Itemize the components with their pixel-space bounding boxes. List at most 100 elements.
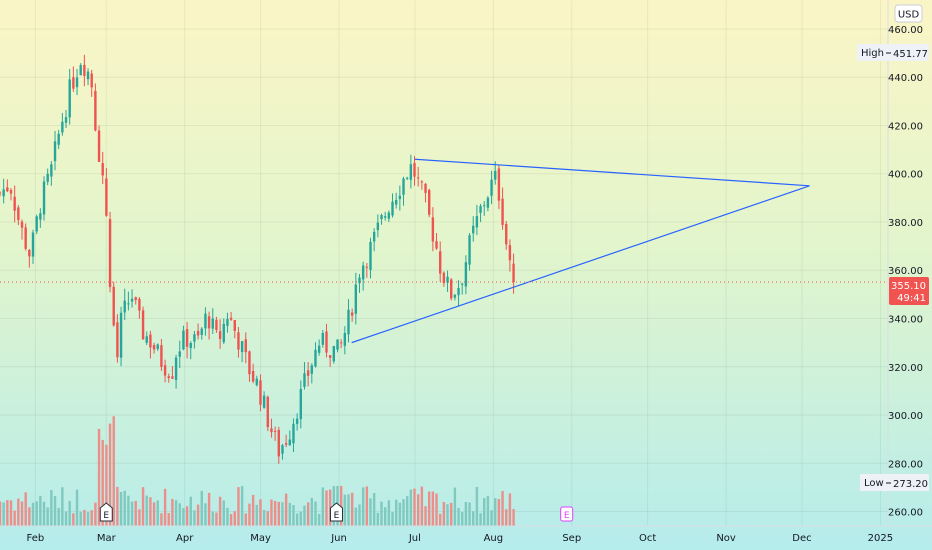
volume-bar (266, 511, 269, 526)
candle-body (79, 65, 82, 76)
volume-bar (339, 486, 343, 526)
candle-body (42, 181, 46, 215)
price-tick-label: 400.00 (888, 170, 923, 181)
volume-bar (497, 498, 501, 526)
candle-body (457, 288, 460, 296)
earnings-marker[interactable]: E (329, 502, 343, 522)
candle-body (446, 276, 449, 283)
candle-body (101, 163, 104, 176)
candle-body (251, 370, 255, 382)
volume-bar (215, 512, 218, 526)
volume-bar (83, 509, 86, 526)
volume-bar (13, 510, 16, 526)
candle-body (193, 334, 196, 342)
volume-bar (310, 497, 314, 526)
time-tick-label: Nov (716, 533, 736, 544)
price-tick-label: 420.00 (888, 121, 923, 132)
volume-bar (501, 490, 504, 526)
volume-bar (53, 496, 57, 526)
volume-bar (240, 486, 244, 526)
volume-bar (391, 512, 394, 526)
candle-body (325, 331, 328, 353)
volume-bar (483, 498, 486, 526)
volume-bar (424, 506, 427, 526)
time-tick-label: Dec (792, 533, 811, 544)
volume-bar (6, 500, 9, 526)
candle-body (439, 251, 442, 274)
trendline[interactable] (351, 185, 810, 344)
volume-bar (167, 513, 170, 526)
volume-bar (20, 501, 24, 526)
candle-body (116, 322, 119, 358)
candle-body (310, 365, 314, 374)
volume-bar (68, 500, 71, 526)
volume-bar (185, 506, 189, 526)
currency-badge[interactable]: USD (894, 4, 923, 23)
volume-bar (398, 502, 402, 526)
candle-body (383, 216, 387, 218)
candle-body (299, 388, 303, 420)
candle-body (413, 163, 416, 177)
trendline[interactable] (414, 158, 810, 187)
earnings-marker[interactable]: E (99, 502, 113, 522)
volume-bar (75, 489, 79, 526)
current-price-tag: 355.10 49:41 (889, 277, 929, 305)
volume-bar (314, 501, 317, 526)
volume-bar (303, 505, 306, 526)
candle-body (259, 380, 262, 405)
candle-body (461, 283, 464, 285)
candle-body (303, 373, 306, 387)
volume-bar (64, 511, 68, 526)
candle-body (64, 117, 68, 123)
candle-body (145, 336, 148, 343)
candle-body (483, 205, 486, 207)
volume-bar (284, 493, 288, 526)
triangle-trendlines[interactable] (351, 158, 810, 344)
candle-body (211, 318, 214, 329)
volume-bar (127, 495, 130, 526)
candle-body (127, 303, 130, 305)
volume-bar (134, 500, 137, 526)
candle-body (277, 429, 280, 457)
candle-body (442, 272, 446, 284)
volume-bar (439, 513, 442, 526)
volume-bar (79, 511, 82, 526)
candle-body (90, 73, 93, 88)
volume-bar (237, 487, 240, 526)
high-label: High 451.77 (857, 44, 929, 61)
volume-bar (365, 486, 369, 526)
candle-body (108, 219, 112, 288)
volume-bar (123, 490, 126, 526)
volume-bar (112, 416, 115, 526)
volume-bar (361, 487, 365, 526)
candle-body (365, 266, 369, 268)
volume-bar (90, 510, 93, 526)
volume-bar (435, 493, 438, 526)
volume-bar (193, 510, 196, 526)
volume-bar (105, 444, 108, 526)
volume-bar (204, 503, 207, 526)
volume-bar (138, 509, 141, 526)
candle-body (387, 212, 391, 219)
candle-body (240, 341, 244, 352)
volume-bar (262, 509, 266, 526)
volume-bar (325, 490, 328, 526)
volume-bar (405, 496, 409, 526)
volume-bar (453, 487, 457, 526)
volume-bar (248, 503, 251, 526)
volume-bar (24, 492, 27, 526)
volume-bar (347, 494, 350, 526)
volume-bar (387, 500, 391, 526)
time-tick-label: Oct (639, 533, 656, 544)
earnings-marker[interactable]: E (560, 506, 574, 522)
time-tick-label: Feb (27, 533, 45, 544)
candle-body (358, 277, 361, 284)
time-tick-label: May (250, 533, 271, 544)
candle-body (167, 376, 170, 378)
volume-bar (50, 489, 53, 526)
candle-body (57, 133, 60, 145)
candle-body (284, 443, 288, 445)
candle-body (402, 178, 405, 195)
